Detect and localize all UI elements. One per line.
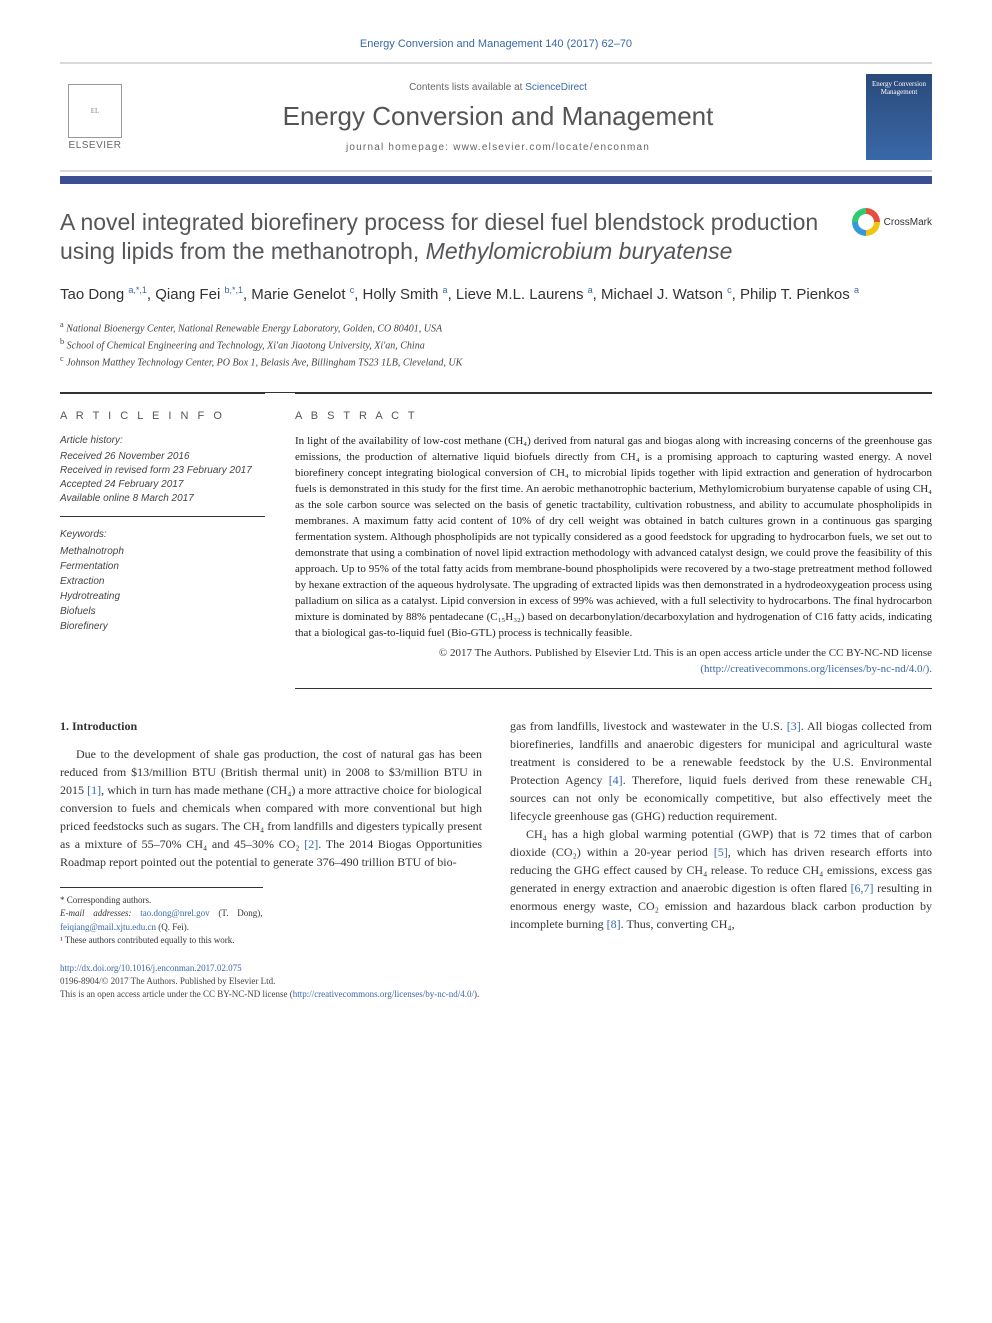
history-line: Received in revised form 23 February 201… [60,464,265,478]
email-1-who: (T. Dong), [210,908,263,918]
email-1[interactable]: tao.dong@nrel.gov [140,908,209,918]
body-col-left: 1. Introduction Due to the development o… [60,717,482,948]
journal-title: Energy Conversion and Management [140,101,856,132]
intro-para-1-cont: gas from landfills, livestock and wastew… [510,717,932,825]
history-line: Received 26 November 2016 [60,450,265,464]
email-2[interactable]: feiqiang@mail.xjtu.edu.cn [60,922,156,932]
keywords-block: Keywords: MethalnotrophFermentationExtra… [60,527,265,634]
keyword: Methalnotroph [60,544,265,559]
history-label: Article history: [60,434,265,448]
affiliation-line: c Johnson Matthey Technology Center, PO … [60,353,932,370]
footnotes: * Corresponding authors. E-mail addresse… [60,887,263,948]
affiliation-line: a National Bioenergy Center, National Re… [60,319,932,336]
ref-link[interactable]: [2] [304,837,318,851]
homepage-url[interactable]: www.elsevier.com/locate/enconman [453,142,650,153]
history-line: Available online 8 March 2017 [60,492,265,506]
license-footer-close: ). [474,989,479,999]
contents-prefix: Contents lists available at [409,82,525,93]
ref-link[interactable]: [4] [609,773,623,787]
article-history: Article history: Received 26 November 20… [60,434,265,517]
contents-available-line: Contents lists available at ScienceDirec… [140,82,856,93]
history-line: Accepted 24 February 2017 [60,478,265,492]
crossmark-badge[interactable]: CrossMark [852,208,932,236]
abstract-rule [295,688,932,689]
license-footer-link[interactable]: http://creativecommons.org/licenses/by-n… [293,989,474,999]
issn-line: 0196-8904/© 2017 The Authors. Published … [60,976,275,986]
copyright-line: © 2017 The Authors. Published by Elsevie… [295,646,932,678]
email-line: E-mail addresses: tao.dong@nrel.gov (T. … [60,907,263,934]
abstract-heading: A B S T R A C T [295,410,932,422]
title-species: Methylomicrobium buryatense [426,238,733,264]
page-footer: http://dx.doi.org/10.1016/j.enconman.201… [60,962,932,1001]
crossmark-icon [852,208,880,236]
ref-link[interactable]: [1] [87,783,101,797]
corresponding-note: * Corresponding authors. [60,894,263,908]
ref-link[interactable]: [5] [714,845,728,859]
header-rule [60,176,932,184]
article-info-heading: A R T I C L E I N F O [60,410,265,422]
publisher-name: ELSEVIER [69,140,122,151]
keyword: Extraction [60,574,265,589]
ref-link[interactable]: [6,7] [851,881,874,895]
body-columns: 1. Introduction Due to the development o… [60,717,932,948]
abstract-text: In light of the availability of low-cost… [295,434,932,641]
journal-homepage-line: journal homepage: www.elsevier.com/locat… [140,142,856,153]
homepage-prefix: journal homepage: [346,142,453,153]
email-label: E-mail addresses: [60,908,140,918]
doi-link[interactable]: http://dx.doi.org/10.1016/j.enconman.201… [60,963,242,973]
copyright-text: © 2017 The Authors. Published by Elsevie… [439,647,932,659]
keywords-label: Keywords: [60,527,265,542]
ref-link[interactable]: [3] [787,719,801,733]
abstract-block: A B S T R A C T In light of the availabi… [295,393,932,688]
author-list: Tao Dong a,*,1, Qiang Fei b,*,1, Marie G… [60,284,932,305]
elsevier-tree-icon: EL [68,84,122,138]
affiliations: a National Bioenergy Center, National Re… [60,319,932,371]
equal-contribution-note: ¹ These authors contributed equally to t… [60,934,263,948]
journal-header: EL ELSEVIER Contents lists available at … [60,62,932,172]
body-col-right: gas from landfills, livestock and wastew… [510,717,932,948]
journal-cover-thumbnail: Energy Conversion Management [866,74,932,160]
keyword: Biorefinery [60,619,265,634]
article-info-block: A R T I C L E I N F O Article history: R… [60,393,265,688]
citation-line: Energy Conversion and Management 140 (20… [60,38,932,50]
affiliation-line: b School of Chemical Engineering and Tec… [60,336,932,353]
elsevier-logo: EL ELSEVIER [60,84,130,151]
keyword: Hydrotreating [60,589,265,604]
keyword: Fermentation [60,559,265,574]
license-link[interactable]: (http://creativecommons.org/licenses/by-… [700,663,932,675]
intro-para-1: Due to the development of shale gas prod… [60,745,482,871]
license-footer-text: This is an open access article under the… [60,989,293,999]
intro-para-2: CH₄ has a high global warming potential … [510,825,932,933]
article-title: A novel integrated biorefinery process f… [60,208,832,266]
keyword: Biofuels [60,604,265,619]
ref-link[interactable]: [8] [607,917,621,931]
section-1-heading: 1. Introduction [60,717,482,735]
sciencedirect-link[interactable]: ScienceDirect [525,82,587,93]
email-2-who: (Q. Fei). [156,922,189,932]
crossmark-label: CrossMark [884,217,932,228]
